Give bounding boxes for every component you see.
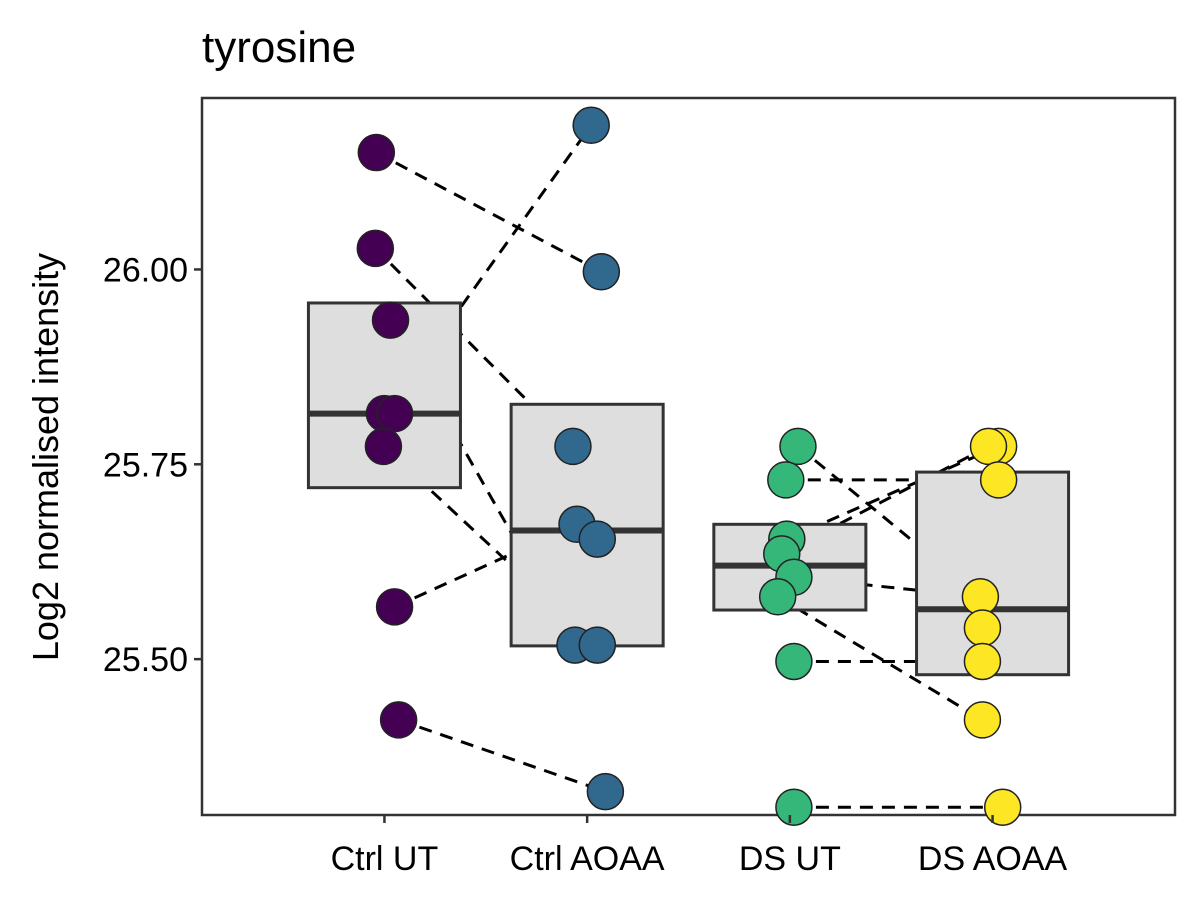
- data-point: [375, 588, 414, 626]
- boxplots: [306, 301, 1071, 677]
- data-point: [578, 626, 617, 664]
- data-point: [767, 461, 805, 499]
- data-point: [582, 253, 621, 291]
- x-tick-label: Ctrl AOAA: [510, 840, 665, 878]
- data-point: [364, 427, 403, 466]
- data-point: [775, 642, 813, 681]
- data-point: [586, 772, 625, 811]
- data-point: [572, 106, 610, 145]
- axes: 25.50 25.75 26.00 Ctrl UT Ctrl AOAA DS UT DS A…: [103, 251, 1068, 878]
- chart-title: tyrosine: [202, 23, 356, 72]
- data-points: [356, 106, 1022, 826]
- data-point: [371, 301, 410, 339]
- data-point: [779, 427, 817, 466]
- data-point: [963, 609, 1002, 647]
- data-point: [554, 427, 592, 466]
- paired-line: [398, 718, 606, 794]
- data-point: [357, 133, 396, 172]
- paired-line: [781, 445, 990, 556]
- paired-line: [776, 595, 984, 722]
- data-point: [963, 701, 1002, 739]
- data-point: [578, 520, 617, 558]
- data-point: [963, 642, 1002, 681]
- data-point: [983, 788, 1022, 826]
- data-point: [356, 229, 395, 268]
- data-point: [979, 461, 1018, 499]
- paired-line: [797, 445, 982, 598]
- paired-line: [383, 124, 593, 415]
- data-point: [775, 788, 813, 826]
- paired-lines: [374, 124, 1003, 809]
- paired-line: [786, 444, 1000, 541]
- paired-line: [374, 247, 575, 448]
- y-axis-title: Log2 normalised intensity: [25, 253, 66, 661]
- x-tick-label: DS UT: [739, 840, 841, 878]
- x-tick-label: Ctrl UT: [331, 840, 439, 878]
- data-point: [375, 394, 414, 433]
- data-point: [969, 427, 1008, 466]
- data-point: [379, 701, 418, 739]
- plot-panel: [200, 96, 1177, 817]
- y-tick-label: 26.00: [103, 251, 188, 289]
- x-tick-label: DS AOAA: [918, 840, 1068, 878]
- box-3: [915, 470, 1071, 677]
- data-point: [758, 578, 797, 616]
- y-tick-label: 25.50: [103, 641, 188, 679]
- y-tick-label: 25.75: [103, 446, 188, 484]
- paired-line: [375, 151, 603, 274]
